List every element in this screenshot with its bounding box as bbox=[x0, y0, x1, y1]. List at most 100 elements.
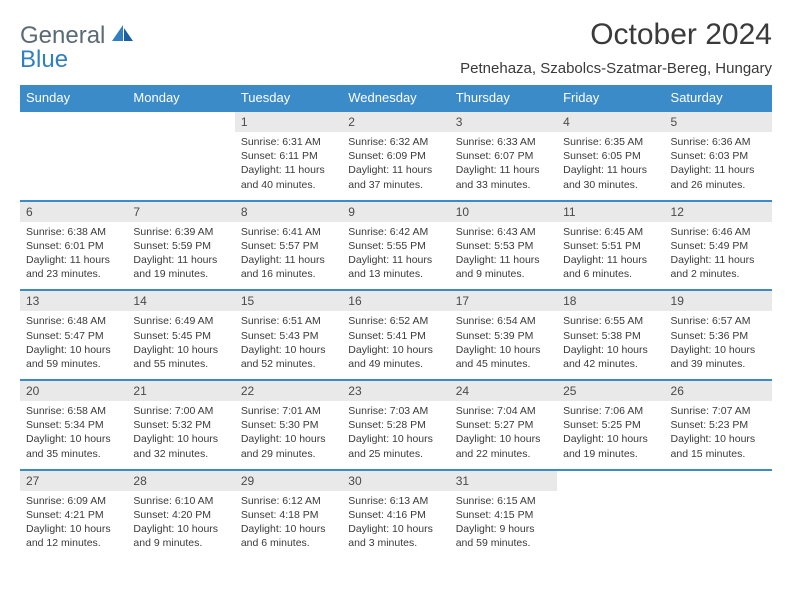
sunset-text: Sunset: 5:27 PM bbox=[456, 418, 551, 432]
week-row: 27Sunrise: 6:09 AMSunset: 4:21 PMDayligh… bbox=[20, 470, 772, 559]
day-cell: 23Sunrise: 7:03 AMSunset: 5:28 PMDayligh… bbox=[342, 380, 449, 470]
day-body: Sunrise: 6:51 AMSunset: 5:43 PMDaylight:… bbox=[235, 311, 342, 379]
day-number: 26 bbox=[665, 381, 772, 401]
day-body: Sunrise: 6:32 AMSunset: 6:09 PMDaylight:… bbox=[342, 132, 449, 200]
daylight-text: Daylight: 10 hours and 12 minutes. bbox=[26, 522, 121, 550]
day-body: Sunrise: 6:48 AMSunset: 5:47 PMDaylight:… bbox=[20, 311, 127, 379]
sunrise-text: Sunrise: 6:41 AM bbox=[241, 225, 336, 239]
daylight-text: Daylight: 10 hours and 19 minutes. bbox=[563, 432, 658, 460]
sunrise-text: Sunrise: 6:51 AM bbox=[241, 314, 336, 328]
sunrise-text: Sunrise: 6:36 AM bbox=[671, 135, 766, 149]
day-body: Sunrise: 6:39 AMSunset: 5:59 PMDaylight:… bbox=[127, 222, 234, 290]
day-cell: 5Sunrise: 6:36 AMSunset: 6:03 PMDaylight… bbox=[665, 111, 772, 201]
day-body: Sunrise: 6:55 AMSunset: 5:38 PMDaylight:… bbox=[557, 311, 664, 379]
day-header-row: Sunday Monday Tuesday Wednesday Thursday… bbox=[20, 85, 772, 111]
day-body: Sunrise: 6:35 AMSunset: 6:05 PMDaylight:… bbox=[557, 132, 664, 200]
sunrise-text: Sunrise: 6:33 AM bbox=[456, 135, 551, 149]
sunrise-text: Sunrise: 7:00 AM bbox=[133, 404, 228, 418]
day-cell bbox=[127, 111, 234, 201]
day-number: 16 bbox=[342, 291, 449, 311]
logo-general: General bbox=[20, 22, 105, 49]
day-cell: 3Sunrise: 6:33 AMSunset: 6:07 PMDaylight… bbox=[450, 111, 557, 201]
day-number: 9 bbox=[342, 202, 449, 222]
sunrise-text: Sunrise: 6:15 AM bbox=[456, 494, 551, 508]
calendar-body: 1Sunrise: 6:31 AMSunset: 6:11 PMDaylight… bbox=[20, 111, 772, 558]
daylight-text: Daylight: 11 hours and 37 minutes. bbox=[348, 163, 443, 191]
day-cell: 2Sunrise: 6:32 AMSunset: 6:09 PMDaylight… bbox=[342, 111, 449, 201]
day-cell: 11Sunrise: 6:45 AMSunset: 5:51 PMDayligh… bbox=[557, 201, 664, 291]
sunset-text: Sunset: 5:41 PM bbox=[348, 329, 443, 343]
day-number: 8 bbox=[235, 202, 342, 222]
sunrise-text: Sunrise: 6:38 AM bbox=[26, 225, 121, 239]
sunrise-text: Sunrise: 6:13 AM bbox=[348, 494, 443, 508]
sunrise-text: Sunrise: 6:39 AM bbox=[133, 225, 228, 239]
day-cell: 20Sunrise: 6:58 AMSunset: 5:34 PMDayligh… bbox=[20, 380, 127, 470]
daylight-text: Daylight: 11 hours and 23 minutes. bbox=[26, 253, 121, 281]
day-cell: 19Sunrise: 6:57 AMSunset: 5:36 PMDayligh… bbox=[665, 290, 772, 380]
daylight-text: Daylight: 11 hours and 16 minutes. bbox=[241, 253, 336, 281]
sunset-text: Sunset: 6:09 PM bbox=[348, 149, 443, 163]
day-body: Sunrise: 6:41 AMSunset: 5:57 PMDaylight:… bbox=[235, 222, 342, 290]
sunrise-text: Sunrise: 7:03 AM bbox=[348, 404, 443, 418]
daylight-text: Daylight: 10 hours and 52 minutes. bbox=[241, 343, 336, 371]
day-body: Sunrise: 6:57 AMSunset: 5:36 PMDaylight:… bbox=[665, 311, 772, 379]
day-body: Sunrise: 7:03 AMSunset: 5:28 PMDaylight:… bbox=[342, 401, 449, 469]
sunset-text: Sunset: 5:23 PM bbox=[671, 418, 766, 432]
day-cell: 9Sunrise: 6:42 AMSunset: 5:55 PMDaylight… bbox=[342, 201, 449, 291]
sunset-text: Sunset: 5:57 PM bbox=[241, 239, 336, 253]
week-row: 6Sunrise: 6:38 AMSunset: 6:01 PMDaylight… bbox=[20, 201, 772, 291]
day-cell: 24Sunrise: 7:04 AMSunset: 5:27 PMDayligh… bbox=[450, 380, 557, 470]
sunset-text: Sunset: 4:15 PM bbox=[456, 508, 551, 522]
day-number bbox=[127, 112, 234, 132]
sunset-text: Sunset: 5:28 PM bbox=[348, 418, 443, 432]
daylight-text: Daylight: 11 hours and 13 minutes. bbox=[348, 253, 443, 281]
calendar-table: Sunday Monday Tuesday Wednesday Thursday… bbox=[20, 85, 772, 558]
sunset-text: Sunset: 5:34 PM bbox=[26, 418, 121, 432]
day-body: Sunrise: 7:04 AMSunset: 5:27 PMDaylight:… bbox=[450, 401, 557, 469]
daylight-text: Daylight: 10 hours and 59 minutes. bbox=[26, 343, 121, 371]
day-cell: 21Sunrise: 7:00 AMSunset: 5:32 PMDayligh… bbox=[127, 380, 234, 470]
sunrise-text: Sunrise: 7:01 AM bbox=[241, 404, 336, 418]
day-body: Sunrise: 6:33 AMSunset: 6:07 PMDaylight:… bbox=[450, 132, 557, 200]
sunset-text: Sunset: 5:25 PM bbox=[563, 418, 658, 432]
day-number: 19 bbox=[665, 291, 772, 311]
daylight-text: Daylight: 11 hours and 26 minutes. bbox=[671, 163, 766, 191]
daylight-text: Daylight: 10 hours and 49 minutes. bbox=[348, 343, 443, 371]
sunset-text: Sunset: 5:38 PM bbox=[563, 329, 658, 343]
day-cell: 10Sunrise: 6:43 AMSunset: 5:53 PMDayligh… bbox=[450, 201, 557, 291]
day-number: 18 bbox=[557, 291, 664, 311]
daylight-text: Daylight: 10 hours and 42 minutes. bbox=[563, 343, 658, 371]
sunrise-text: Sunrise: 6:43 AM bbox=[456, 225, 551, 239]
day-number: 1 bbox=[235, 112, 342, 132]
day-number: 7 bbox=[127, 202, 234, 222]
day-cell: 4Sunrise: 6:35 AMSunset: 6:05 PMDaylight… bbox=[557, 111, 664, 201]
sunrise-text: Sunrise: 6:48 AM bbox=[26, 314, 121, 328]
day-body bbox=[127, 132, 234, 194]
sunset-text: Sunset: 4:20 PM bbox=[133, 508, 228, 522]
daylight-text: Daylight: 11 hours and 2 minutes. bbox=[671, 253, 766, 281]
day-number: 4 bbox=[557, 112, 664, 132]
sunset-text: Sunset: 5:36 PM bbox=[671, 329, 766, 343]
sunset-text: Sunset: 5:49 PM bbox=[671, 239, 766, 253]
day-number: 22 bbox=[235, 381, 342, 401]
day-body: Sunrise: 6:36 AMSunset: 6:03 PMDaylight:… bbox=[665, 132, 772, 200]
daylight-text: Daylight: 10 hours and 3 minutes. bbox=[348, 522, 443, 550]
day-cell: 29Sunrise: 6:12 AMSunset: 4:18 PMDayligh… bbox=[235, 470, 342, 559]
sunrise-text: Sunrise: 6:45 AM bbox=[563, 225, 658, 239]
location-text: Petnehaza, Szabolcs-Szatmar-Bereg, Hunga… bbox=[460, 60, 772, 77]
sunrise-text: Sunrise: 6:32 AM bbox=[348, 135, 443, 149]
day-number bbox=[20, 112, 127, 132]
day-cell bbox=[665, 470, 772, 559]
daylight-text: Daylight: 11 hours and 19 minutes. bbox=[133, 253, 228, 281]
day-body: Sunrise: 6:49 AMSunset: 5:45 PMDaylight:… bbox=[127, 311, 234, 379]
day-body: Sunrise: 7:06 AMSunset: 5:25 PMDaylight:… bbox=[557, 401, 664, 469]
day-header-wed: Wednesday bbox=[342, 85, 449, 111]
day-cell: 17Sunrise: 6:54 AMSunset: 5:39 PMDayligh… bbox=[450, 290, 557, 380]
day-number bbox=[557, 471, 664, 491]
day-cell: 31Sunrise: 6:15 AMSunset: 4:15 PMDayligh… bbox=[450, 470, 557, 559]
generalblue-logo: General Blue bbox=[20, 24, 134, 72]
day-body: Sunrise: 6:45 AMSunset: 5:51 PMDaylight:… bbox=[557, 222, 664, 290]
daylight-text: Daylight: 9 hours and 59 minutes. bbox=[456, 522, 551, 550]
day-header-mon: Monday bbox=[127, 85, 234, 111]
day-cell: 8Sunrise: 6:41 AMSunset: 5:57 PMDaylight… bbox=[235, 201, 342, 291]
